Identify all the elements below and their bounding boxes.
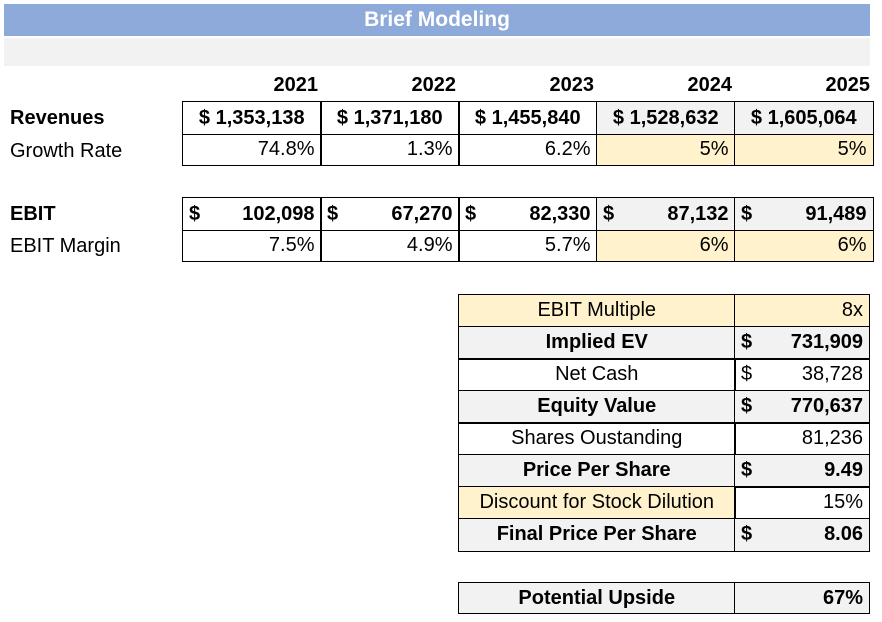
currency-symbol: $ [741,202,753,225]
potential-upside-label: Potential Upside [458,582,736,614]
ebit-value: 67,270 [391,202,453,225]
net-cash-label: Net Cash [458,358,736,392]
net-cash-value: 38,728 [801,363,863,386]
ebit-margin-cell-2024: 6% [596,229,736,262]
ebit-cell-2022: $67,270 [320,197,460,231]
year-header-2025: 2025 [825,74,871,96]
year-header-2022: 2022 [411,74,457,96]
ebit-cell-2023: $82,330 [458,197,598,231]
potential-upside-value: 67% [734,582,870,614]
price-per-share-label: Price Per Share [458,454,736,488]
implied-ev-value-cell: $731,909 [734,326,870,360]
currency-symbol: $ [327,202,339,225]
year-header-2023: 2023 [549,74,595,96]
growth-cell-2022: 1.3% [320,133,460,166]
discount-for-stock-dilution-value: 15% [822,491,863,514]
ebit-value: 82,330 [529,202,591,225]
growth-cell-2023: 6.2% [458,133,598,166]
shares-oustanding-label: Shares Oustanding [458,422,736,456]
ebit-margin-label: EBIT Margin [10,235,121,257]
currency-symbol: $ [741,523,753,546]
discount-for-stock-dilution-label: Discount for Stock Dilution [458,486,736,520]
currency-symbol: $ [741,395,753,418]
revenue-cell-2022: $ 1,371,180 [320,101,460,135]
discount-for-stock-dilution-value-cell: 15% [734,486,870,520]
revenues-label: Revenues [10,107,105,129]
final-price-per-share-value-cell: $8.06 [734,518,870,552]
year-header-2024: 2024 [687,74,733,96]
shares-oustanding-value: 81,236 [801,427,863,450]
year-header-2021: 2021 [273,74,319,96]
ebit-value: 87,132 [667,202,729,225]
equity-value-value: 770,637 [790,395,863,418]
ebit-cell-2024: $87,132 [596,197,736,231]
revenue-cell-2025: $ 1,605,064 [734,101,874,135]
ebit-margin-cell-2023: 5.7% [458,229,598,262]
price-per-share-value-cell: $9.49 [734,454,870,488]
sheet-title: Brief Modeling [4,4,870,36]
currency-symbol: $ [741,363,753,386]
final-price-per-share-label: Final Price Per Share [458,518,736,552]
ebit-margin-cell-2022: 4.9% [320,229,460,262]
growth-cell-2021: 74.8% [182,133,322,166]
implied-ev-value: 731,909 [790,331,863,354]
currency-symbol: $ [465,202,477,225]
ebit-value: 91,489 [805,202,867,225]
ebit-cell-2025: $91,489 [734,197,874,231]
shares-oustanding-value-cell: 81,236 [734,422,870,456]
ebit-multiple-value: 8x [841,299,863,322]
growth-cell-2024: 5% [596,133,736,166]
net-cash-value-cell: $38,728 [734,358,870,392]
ebit-multiple-value-cell: 8x [734,294,870,328]
revenue-cell-2023: $ 1,455,840 [458,101,598,135]
currency-symbol: $ [603,202,615,225]
final-price-per-share-value: 8.06 [824,523,863,546]
revenue-cell-2021: $ 1,353,138 [182,101,322,135]
ebit-value: 102,098 [242,202,315,225]
growth-cell-2025: 5% [734,133,874,166]
growth-rate-label: Growth Rate [10,140,123,162]
equity-value-value-cell: $770,637 [734,390,870,424]
blank-row [4,38,870,66]
currency-symbol: $ [741,459,753,482]
ebit-label: EBIT [10,203,56,225]
ebit-multiple-label: EBIT Multiple [458,294,736,328]
ebit-margin-cell-2021: 7.5% [182,229,322,262]
ebit-cell-2021: $102,098 [182,197,322,231]
ebit-margin-cell-2025: 6% [734,229,874,262]
equity-value-label: Equity Value [458,390,736,424]
currency-symbol: $ [741,331,753,354]
currency-symbol: $ [189,202,201,225]
implied-ev-label: Implied EV [458,326,736,360]
price-per-share-value: 9.49 [824,459,863,482]
revenue-cell-2024: $ 1,528,632 [596,101,736,135]
